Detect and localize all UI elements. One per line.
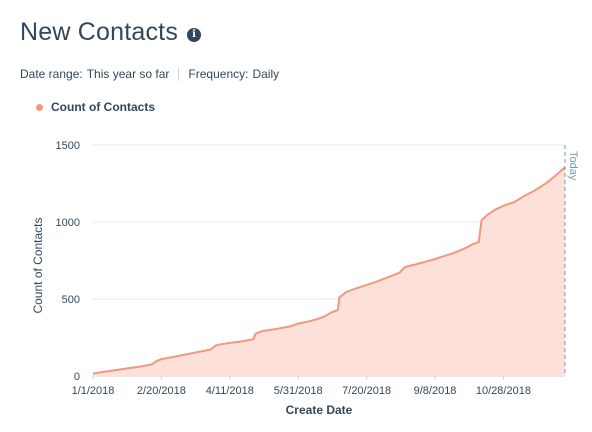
today-label: Today xyxy=(567,151,579,181)
y-tick-label: 1000 xyxy=(56,217,80,229)
x-tick-label: 4/11/2018 xyxy=(206,385,254,397)
y-tick-label: 500 xyxy=(62,294,80,306)
legend-label: Count of Contacts xyxy=(51,100,155,114)
legend-dot-icon xyxy=(36,103,43,111)
info-icon[interactable]: i xyxy=(187,27,202,42)
page-title: New Contacts xyxy=(20,18,179,46)
x-tick-label: 9/8/2018 xyxy=(414,385,457,397)
series-line xyxy=(92,166,566,375)
x-tick-label: 10/28/2018 xyxy=(476,385,531,397)
series-area xyxy=(93,167,565,376)
x-axis-title: Create Date xyxy=(286,403,353,417)
x-tick-label: 1/1/2018 xyxy=(72,385,115,397)
x-tick-label: 7/20/2018 xyxy=(342,385,391,397)
x-tick-label: 2/20/2018 xyxy=(137,385,186,397)
header: New Contacts i xyxy=(20,18,202,47)
date-range-label: Date range: xyxy=(20,67,83,81)
y-tick-label: 1500 xyxy=(56,140,80,152)
filter-bar: Date range: This year so far Frequency: … xyxy=(20,67,279,81)
chart-legend[interactable]: Count of Contacts xyxy=(36,100,155,114)
frequency-filter[interactable]: Frequency: Daily xyxy=(188,67,279,81)
frequency-value: Daily xyxy=(252,67,280,81)
y-axis-title: Count of Contacts xyxy=(31,217,45,313)
frequency-label: Frequency: xyxy=(188,67,249,81)
filter-divider xyxy=(178,67,180,81)
date-range-filter[interactable]: Date range: This year so far xyxy=(20,67,169,81)
date-range-value: This year so far xyxy=(86,67,170,81)
y-tick-label: 0 xyxy=(74,371,80,383)
x-tick-label: 5/31/2018 xyxy=(274,385,323,397)
